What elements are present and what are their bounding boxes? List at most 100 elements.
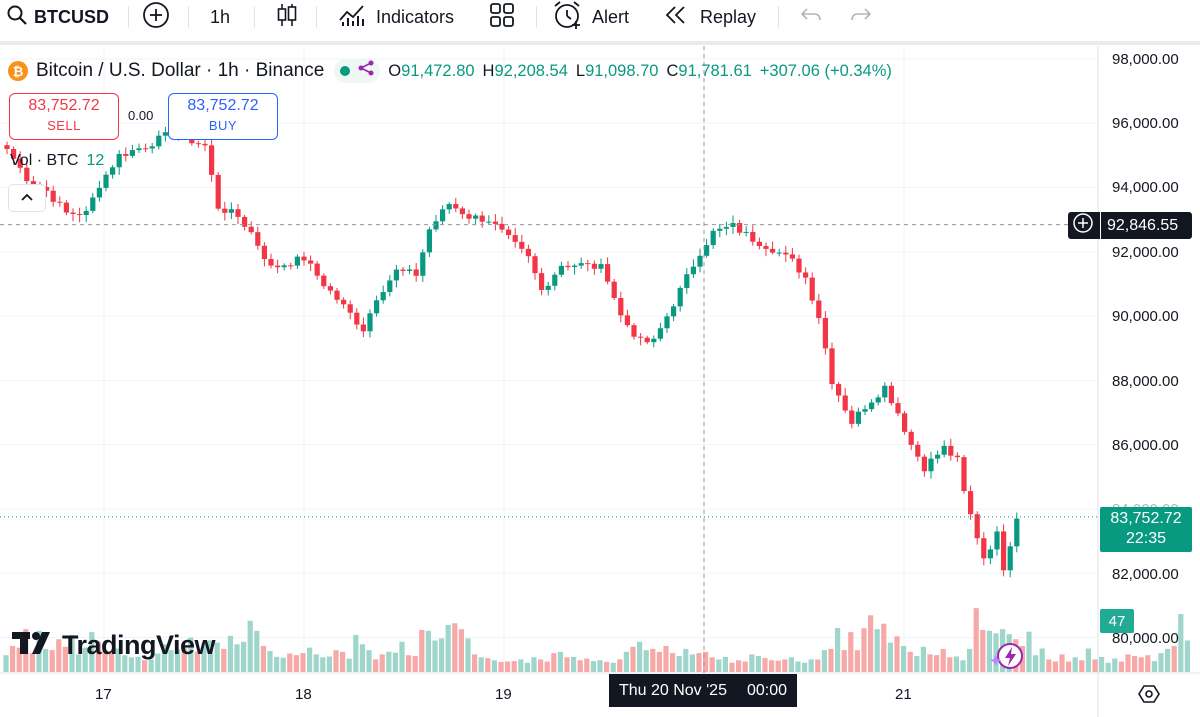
volume-bar — [802, 662, 808, 672]
volume-bar — [986, 630, 992, 672]
price-tick: 94,000.00 — [1112, 179, 1179, 196]
volume-bar — [934, 655, 940, 672]
volume-bar — [10, 645, 16, 672]
volume-bar — [940, 648, 946, 672]
volume-bar — [241, 641, 247, 672]
candle-body — [770, 248, 776, 253]
volume-bar — [432, 640, 438, 672]
alert-button[interactable]: Alert — [552, 0, 629, 34]
volume-bar — [1085, 648, 1091, 672]
volume-bar — [425, 630, 431, 672]
volume-bar — [544, 661, 550, 672]
undo-button[interactable] — [800, 0, 822, 34]
candle-body — [915, 444, 921, 457]
open-value: 91,472.80 — [401, 61, 475, 80]
volume-bar — [399, 641, 405, 672]
price-tick: 82,000.00 — [1112, 566, 1179, 583]
candle-body — [750, 231, 756, 242]
volume-bar — [894, 636, 900, 672]
interval-button[interactable]: 1h — [210, 0, 230, 34]
volume-bar — [643, 650, 649, 672]
candle-body — [525, 248, 531, 257]
volume-bar — [161, 644, 167, 672]
candle-body — [598, 264, 604, 269]
symbol-search[interactable]: BTCUSD — [6, 0, 109, 34]
sell-button[interactable]: 83,752.72 SELL — [9, 93, 119, 140]
redo-button[interactable] — [850, 0, 872, 34]
chart-settings-button[interactable] — [1138, 683, 1160, 710]
candle-body — [902, 413, 908, 432]
candle-body — [796, 258, 802, 273]
volume-bar — [142, 660, 148, 672]
candle-body — [308, 260, 314, 264]
templates-button[interactable] — [489, 0, 515, 34]
volume-bar — [313, 654, 319, 672]
volume-bar — [1079, 660, 1085, 672]
volume-bar — [1112, 658, 1118, 672]
candle-body — [849, 410, 855, 424]
tradingview-logo[interactable]: TradingView — [12, 628, 216, 663]
last-price-tag: 83,752.72 22:35 — [1100, 507, 1192, 552]
low-value: 91,098.70 — [585, 61, 659, 80]
volume-bar — [1092, 659, 1098, 672]
volume-bar — [617, 659, 623, 672]
volume-bar — [1033, 655, 1039, 672]
market-status-pill[interactable] — [334, 59, 381, 83]
volume-legend[interactable]: Vol · BTC 12 — [10, 152, 104, 170]
volume-bar — [472, 654, 478, 672]
volume-bar — [551, 653, 557, 672]
candle-body — [1001, 531, 1007, 571]
ai-assistant-button[interactable] — [990, 642, 1026, 677]
candle-body — [585, 263, 591, 265]
volume-bar — [749, 654, 755, 672]
chart-type-button[interactable] — [275, 0, 299, 34]
candle-body — [651, 338, 657, 343]
collapse-legend-button[interactable] — [9, 185, 45, 211]
time-tick: 19 — [495, 686, 512, 703]
volume-bar — [392, 652, 398, 672]
compare-symbol-button[interactable] — [142, 0, 170, 34]
crosshair-price-tag[interactable]: 92,846.55 — [1068, 212, 1192, 239]
candle-body — [294, 256, 300, 266]
volume-bar — [485, 658, 491, 672]
tv-logo-icon — [12, 628, 56, 663]
volume-bar — [359, 644, 365, 672]
volume-bar — [1072, 657, 1078, 672]
candle-body — [506, 229, 512, 236]
candle-body — [63, 202, 69, 213]
volume-bar — [590, 661, 596, 672]
replay-button[interactable]: Replay — [664, 0, 756, 34]
volume-bar — [491, 660, 497, 672]
candle-body — [367, 313, 373, 332]
volume-bar — [637, 641, 643, 672]
candle-body — [301, 256, 307, 261]
volume-bar — [927, 654, 933, 672]
volume-bar — [1151, 661, 1157, 672]
volume-bar — [729, 662, 735, 672]
candle-body — [888, 385, 894, 404]
candle-body — [486, 221, 492, 223]
candle-body — [690, 266, 696, 275]
search-icon — [6, 4, 28, 31]
add-alert-plus-icon[interactable] — [1072, 212, 1094, 239]
candle-body — [288, 265, 294, 267]
buy-button[interactable]: 83,752.72 BUY — [168, 93, 278, 140]
volume-bar — [452, 623, 458, 672]
candle-body — [855, 411, 861, 424]
spread-value: 0.00 — [128, 108, 154, 123]
indicators-button[interactable]: Indicators — [338, 0, 454, 34]
volume-bar — [175, 649, 181, 672]
candle-body — [17, 158, 23, 168]
candle-body — [413, 269, 419, 276]
volume-bar — [102, 650, 108, 672]
volume-bar — [610, 662, 616, 672]
crosshair-date: Thu 20 Nov '25 — [618, 681, 727, 699]
volume-bar — [742, 661, 748, 672]
high-key: H — [482, 61, 495, 80]
candle-body — [763, 246, 769, 249]
volume-bar — [696, 653, 702, 672]
candle-body — [638, 336, 644, 338]
candle-body — [129, 150, 135, 156]
volume-bar — [650, 648, 656, 672]
bar-countdown: 22:35 — [1125, 530, 1167, 547]
